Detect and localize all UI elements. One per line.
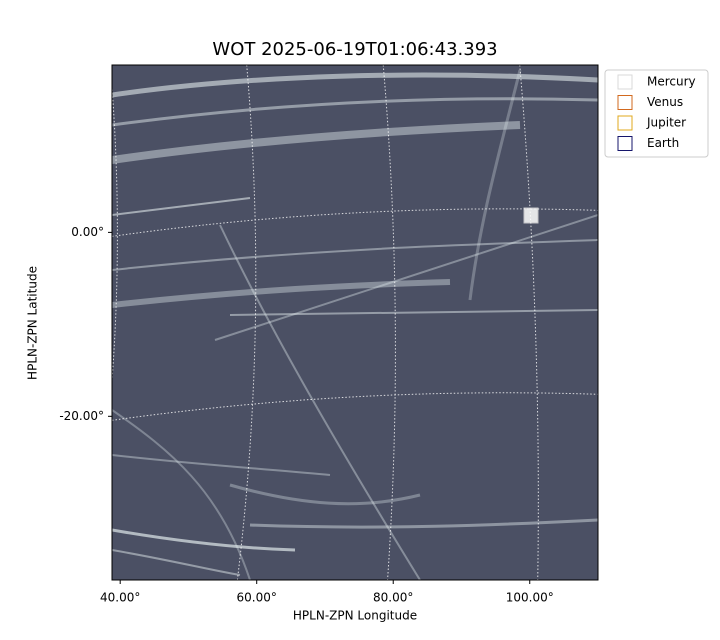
- x-tick-label: 80.00°: [373, 591, 413, 605]
- x-tick-label: 100.00°: [506, 591, 554, 605]
- legend-label: Venus: [647, 95, 683, 109]
- image-background: [112, 65, 598, 580]
- grid-line: [112, 392, 598, 421]
- image-streaks: [112, 69, 598, 580]
- grid-line: [236, 65, 257, 580]
- x-tick-label: 40.00°: [100, 591, 140, 605]
- grid-line: [112, 208, 598, 237]
- x-tick-label: 60.00°: [237, 591, 277, 605]
- legend-swatch: [617, 95, 633, 110]
- grid-line: [112, 81, 118, 387]
- legend-swatch: [617, 74, 633, 90]
- legend: [604, 69, 709, 158]
- grid: [112, 65, 598, 580]
- x-axis-label: HPLN-ZPN Longitude: [293, 609, 417, 623]
- y-tick-label: -20.00°: [59, 409, 104, 423]
- legend-swatch: [617, 136, 633, 151]
- legend-label: Mercury: [647, 75, 696, 89]
- planet-marker: [523, 207, 539, 224]
- legend-label: Earth: [647, 136, 679, 150]
- y-tick-label: 0.00°: [71, 225, 104, 239]
- grid-line: [519, 65, 539, 580]
- plot-frame: [111, 64, 599, 581]
- chart-title: WOT 2025-06-19T01:06:43.393: [212, 39, 497, 60]
- legend-label: Jupiter: [646, 116, 686, 130]
- legend-swatch: [617, 115, 633, 131]
- grid-line: [382, 65, 396, 580]
- y-axis-label: HPLN-ZPN Latitude: [26, 266, 40, 380]
